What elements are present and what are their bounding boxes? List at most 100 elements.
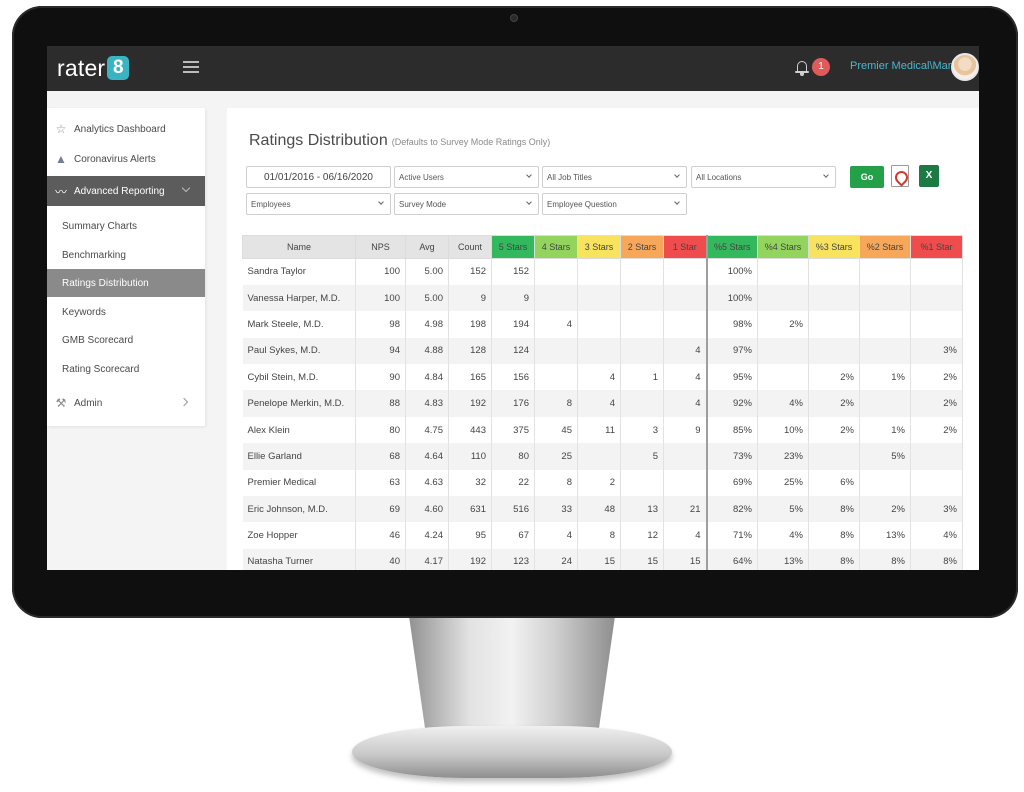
sidebar-item-rating-scorecard[interactable]: Rating Scorecard (47, 355, 205, 383)
locations-select[interactable]: All Locations (691, 166, 836, 188)
table-cell: 176 (491, 390, 535, 417)
user-avatar[interactable] (951, 53, 979, 81)
question-select[interactable]: Employee Question (542, 193, 687, 215)
table-row[interactable]: Premier Medical 63 4.63 32 22 8 2 69% 25% 6% (242, 469, 963, 497)
table-row[interactable]: Ellie Garland 68 4.64 110 80 25 5 73% 23% 5% (242, 443, 963, 470)
users-select[interactable]: Active Users (394, 166, 539, 188)
sidebar-item-keywords[interactable]: Keywords (47, 298, 205, 326)
table-cell (757, 364, 809, 391)
column-header[interactable]: 2 Stars (620, 235, 664, 259)
column-header[interactable]: %4 Stars (757, 235, 809, 259)
date-range-input[interactable]: 01/01/2016 - 06/16/2020 (246, 166, 391, 188)
table-cell: 8 (534, 390, 578, 417)
table-cell: 4.75 (405, 416, 449, 444)
table-cell (910, 469, 963, 497)
table-cell (663, 469, 708, 497)
column-header[interactable]: %5 Stars (706, 235, 758, 259)
table-cell: 110 (448, 443, 492, 470)
top-bar: rater 8 1 Premier Medical\Mark (47, 46, 979, 91)
table-cell (663, 311, 708, 338)
table-cell (577, 258, 621, 285)
table-cell: 443 (448, 416, 492, 444)
table-cell: 6% (808, 469, 860, 497)
column-header[interactable]: Name (242, 235, 356, 259)
sidebar-item-benchmarking[interactable]: Benchmarking (47, 241, 205, 269)
sidebar-item-label: Advanced Reporting (74, 185, 165, 197)
chevron-right-icon (179, 397, 189, 407)
sidebar-item-ratings-distribution[interactable]: Ratings Distribution (47, 269, 205, 297)
column-header[interactable]: 1 Star (663, 235, 708, 259)
table-row[interactable]: Cybil Stein, M.D. 90 4.84 165 156 4 1 4 95% 2% 1% 2… (242, 364, 963, 391)
column-header[interactable]: %3 Stars (808, 235, 860, 259)
table-cell: 12 (620, 522, 664, 549)
table-cell: 4% (757, 522, 809, 549)
sidebar-item-label: Analytics Dashboard (74, 123, 166, 135)
table-row[interactable]: Zoe Hopper 46 4.24 95 67 4 8 12 4 71% 4% 8% 13% 4% (242, 522, 963, 549)
table-cell (859, 337, 911, 365)
table-cell (577, 284, 621, 312)
column-header[interactable]: NPS (355, 235, 406, 259)
table-row[interactable]: Alex Klein 80 4.75 443 375 45 11 3 9 85% 10% 2% 1% 2% (242, 416, 963, 444)
survey-mode-select-value: Survey Mode (399, 199, 447, 209)
users-select-value: Active Users (399, 172, 444, 182)
bell-icon[interactable] (795, 60, 809, 76)
table-row[interactable]: Natasha Turner 40 4.17 192 123 24 15 15 15 64% 13%… (242, 548, 963, 570)
table-cell: 92% (706, 390, 758, 417)
sidebar-item-admin[interactable]: ⚒ Admin (47, 389, 205, 417)
logo-badge: 8 (107, 56, 130, 80)
main-panel: Ratings Distribution (Defaults to Survey … (227, 108, 979, 570)
table-row[interactable]: Sandra Taylor 100 5.00 152 152 100% (242, 258, 963, 285)
column-header[interactable]: 4 Stars (534, 235, 578, 259)
pdf-export-icon[interactable] (891, 165, 909, 187)
row-name-cell: Vanessa Harper, M.D. (242, 284, 356, 312)
table-cell (620, 337, 664, 365)
notification-count-badge[interactable]: 1 (812, 58, 830, 76)
table-cell: 80 (491, 443, 535, 470)
table-cell (577, 311, 621, 338)
table-cell (859, 469, 911, 497)
sidebar-item-summary-charts[interactable]: Summary Charts (47, 212, 205, 240)
column-header[interactable]: 3 Stars (577, 235, 621, 259)
excel-export-icon[interactable]: X (919, 165, 939, 187)
column-header[interactable]: %2 Stars (859, 235, 911, 259)
table-cell (808, 337, 860, 365)
sidebar-item-advanced-reporting[interactable]: 〰 Advanced Reporting (47, 176, 205, 206)
go-button[interactable]: Go (850, 166, 884, 188)
column-header[interactable]: Count (448, 235, 492, 259)
table-cell (620, 284, 664, 312)
table-row[interactable]: Mark Steele, M.D. 98 4.98 198 194 4 98% 2% (242, 311, 963, 338)
table-cell (859, 258, 911, 285)
hamburger-menu-icon[interactable] (183, 61, 199, 73)
sidebar-item-analytics-dashboard[interactable]: ☆ Analytics Dashboard (47, 115, 205, 143)
employees-select[interactable]: Employees (246, 193, 391, 215)
table-row[interactable]: Paul Sykes, M.D. 94 4.88 128 124 4 97% 3% (242, 337, 963, 365)
table-cell (663, 258, 708, 285)
table-row[interactable]: Vanessa Harper, M.D. 100 5.00 9 9 100% (242, 284, 963, 312)
table-cell: 198 (448, 311, 492, 338)
survey-mode-select[interactable]: Survey Mode (394, 193, 539, 215)
sidebar-item-label: Ratings Distribution (62, 277, 149, 289)
table-row[interactable]: Penelope Merkin, M.D. 88 4.83 192 176 8 4 4 92% 4… (242, 390, 963, 417)
table-row[interactable]: Eric Johnson, M.D. 69 4.60 631 516 33 48 13 21 82… (242, 496, 963, 523)
table-cell: 4.17 (405, 548, 449, 570)
table-cell: 2 (577, 469, 621, 497)
job-titles-select[interactable]: All Job Titles (542, 166, 687, 188)
column-header[interactable]: Avg (405, 235, 449, 259)
table-cell: 4 (577, 390, 621, 417)
column-header[interactable]: 5 Stars (491, 235, 535, 259)
table-cell: 94 (355, 337, 406, 365)
table-cell: 2% (808, 390, 860, 417)
chevron-down-icon (823, 172, 829, 178)
row-name-cell: Cybil Stein, M.D. (242, 364, 356, 391)
table-cell: 2% (808, 364, 860, 391)
column-header[interactable]: %1 Star (910, 235, 963, 259)
sidebar-item-gmb-scorecard[interactable]: GMB Scorecard (47, 326, 205, 354)
chevron-down-icon (181, 183, 191, 193)
sidebar-item-coronavirus-alerts[interactable]: ▲ Coronavirus Alerts (47, 145, 205, 173)
app-logo[interactable]: rater 8 (57, 54, 130, 82)
table-cell: 21 (663, 496, 708, 523)
user-account-name[interactable]: Premier Medical\Mark (850, 60, 957, 72)
table-cell: 152 (448, 258, 492, 285)
table-cell: 5% (757, 496, 809, 523)
table-cell: 63 (355, 469, 406, 497)
